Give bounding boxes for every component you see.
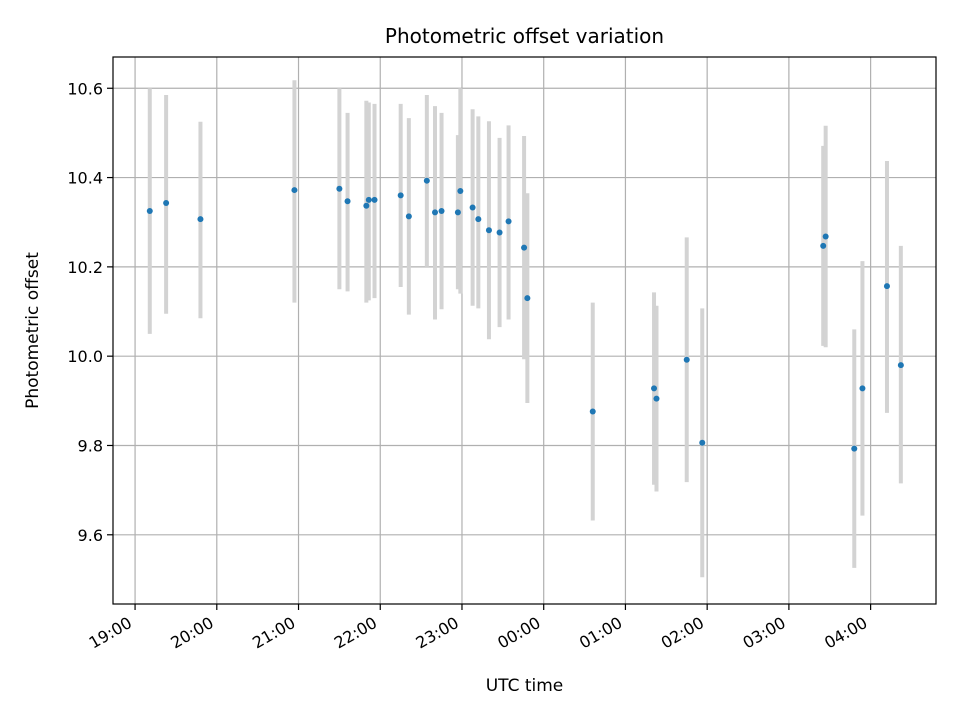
data-points (146, 177, 904, 452)
y-axis-ticks: 9.6 9.8 10.0 10.2 10.4 10.6 (67, 79, 113, 545)
data-point (457, 187, 464, 194)
y-tick-label: 9.6 (78, 526, 103, 545)
data-point (432, 209, 439, 216)
data-point (475, 216, 482, 223)
y-tick-label: 10.4 (67, 169, 103, 188)
data-point (344, 198, 351, 205)
data-point (589, 408, 596, 415)
data-point (505, 218, 512, 225)
data-point (197, 216, 204, 223)
chart-title: Photometric offset variation (385, 24, 664, 48)
plot-frame (112, 56, 937, 605)
data-point (363, 202, 370, 209)
x-axis-label: UTC time (486, 676, 564, 696)
data-point (397, 192, 404, 199)
data-point (336, 185, 343, 192)
data-point (651, 385, 658, 392)
data-point (820, 242, 827, 249)
data-point (163, 200, 170, 207)
data-point (469, 204, 476, 211)
data-point (438, 208, 445, 215)
data-point (485, 227, 492, 234)
data-point (454, 209, 461, 216)
data-point (291, 187, 298, 194)
data-point (683, 356, 690, 363)
data-point (146, 208, 153, 215)
y-tick-label: 9.8 (78, 436, 103, 455)
data-point (653, 395, 660, 402)
data-point (699, 439, 706, 446)
data-point (496, 229, 503, 236)
data-point (521, 244, 528, 251)
data-point (897, 362, 904, 369)
data-point (365, 196, 372, 203)
data-point (405, 213, 412, 220)
y-tick-label: 10.6 (67, 79, 103, 98)
data-point (524, 295, 531, 302)
y-axis-label: Photometric offset (23, 252, 43, 409)
data-point (371, 196, 378, 203)
data-point (851, 445, 858, 452)
y-tick-label: 10.0 (67, 347, 103, 366)
data-point (859, 385, 866, 392)
data-point (822, 233, 829, 240)
data-point (423, 177, 430, 184)
data-point (883, 283, 890, 290)
y-tick-label: 10.2 (67, 258, 103, 277)
